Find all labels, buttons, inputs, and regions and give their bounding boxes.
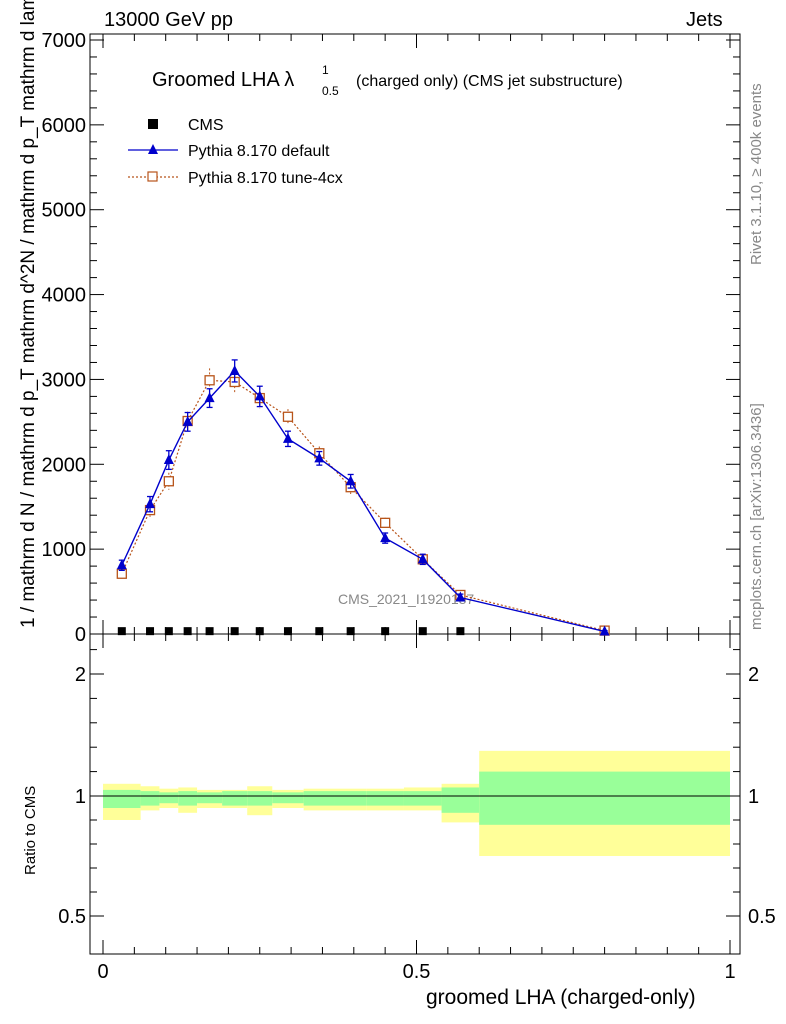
cms-data-point [381,627,390,636]
y-tick-label: 4000 [42,285,87,307]
legend-default-marker [148,144,158,154]
cms-data-point [183,627,192,636]
x-tick-label: 0 [97,961,108,983]
ratio-plot-frame [89,633,741,955]
default-data-point [163,454,174,465]
ratio-tick-label: 0.5 [58,906,86,928]
analysis-watermark: CMS_2021_I1920187 [338,591,474,607]
tune-data-point [204,375,215,386]
plot-title-rest: (charged only) (CMS jet substructure) [356,73,623,90]
ratio-tick-label-right: 1 [748,786,759,808]
ratio-tick-label-right: 0.5 [748,906,776,928]
default-data-point [254,390,265,401]
tune-data-point [379,517,391,528]
y-tick-label: 2000 [42,454,87,476]
default-data-point [145,498,156,509]
default-data-point [455,591,466,602]
ratio-inner-band [222,791,248,806]
cms-data-point [230,627,239,636]
default-data-point [204,392,215,403]
default-data-point [417,553,428,564]
ratio-inner-band [441,787,480,813]
series-default-line [121,369,605,633]
ratio-inner-band [303,791,335,806]
ratio-tick-label-right: 2 [748,664,759,686]
cms-data-point [456,627,465,636]
cms-data-point [418,627,427,636]
default-data-point [599,625,610,636]
cms-data-point [146,627,155,636]
legend-tune-label: Pythia 8.170 tune-4cx [188,170,343,187]
category-label: Jets [686,9,723,31]
ratio-inner-band [140,791,160,806]
tune-data-point [282,411,294,422]
cms-data-point [164,627,173,636]
ratio-tick-label: 1 [75,786,86,808]
series-layer [116,359,610,636]
cms-data-point [346,627,355,636]
y-tick-label: 0 [75,624,86,646]
main-y-ticks: 0 1000 2000 3000 4000 5000 6000 7000 [42,30,740,646]
plot-title-superscript: 1 [322,63,329,77]
default-data-point [282,432,293,443]
default-data-point [229,364,240,375]
cms-data-point [315,627,324,636]
cms-data-point [255,627,264,636]
ratio-inner-band [334,791,367,806]
cms-data-point [283,627,292,636]
cms-data-point [205,627,214,636]
legend-cms-marker [148,119,158,129]
x-tick-label: 1 [724,961,735,983]
x-axis-label: groomed LHA (charged-only) [426,986,696,1009]
tune-data-point [163,476,174,487]
default-data-point [116,559,127,570]
y-tick-label: 5000 [42,200,87,222]
ratio-bands [90,750,740,856]
x-tick-label: 0.5 [403,961,431,983]
ratio-inner-band [366,791,404,806]
series-tune-line [121,379,605,632]
plot-title: Groomed LHA λ [152,69,294,91]
cms-data-point [117,627,126,636]
legend-cms-label: CMS [188,117,224,134]
ratio-inner-band [159,792,179,804]
y-tick-label: 3000 [42,369,87,391]
ratio-ticks: 0.5 0.5 1 1 2 2 [58,649,776,928]
plot-title-subscript: 0.5 [322,84,339,98]
ratio-inner-band [247,791,273,806]
y-tick-label: 1000 [42,539,87,561]
y-tick-label: 6000 [42,115,87,137]
default-data-point [182,415,193,426]
ratio-inner-band [197,792,223,804]
ratio-inner-band [103,789,141,808]
default-data-point [314,452,325,463]
ratio-inner-band [403,791,442,806]
default-data-point [345,475,356,486]
ratio-inner-band [178,791,198,806]
ratio-tick-label: 2 [75,664,86,686]
legend-tune-marker [147,171,158,182]
default-data-point [380,532,391,543]
ratio-inner-band [479,771,730,825]
legend: CMS Pythia 8.170 default Pythia 8.170 tu… [128,117,343,187]
y-tick-label: 7000 [42,30,87,52]
ratio-inner-band [272,792,304,804]
energy-label: 13000 GeV pp [104,9,233,31]
legend-default-label: Pythia 8.170 default [188,143,330,160]
